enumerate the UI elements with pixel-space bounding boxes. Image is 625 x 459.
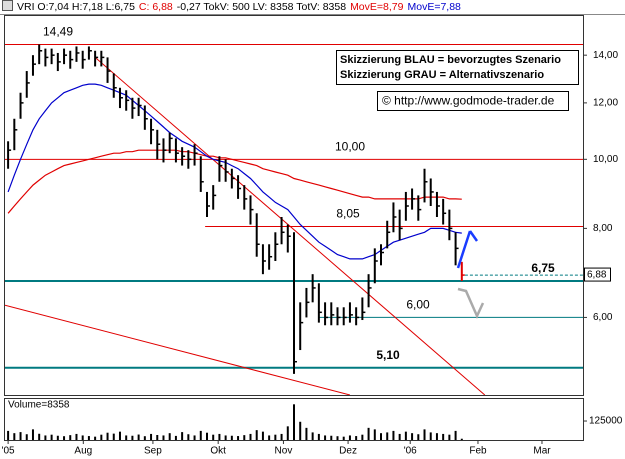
level-label: 5,10 — [376, 348, 400, 362]
volume-panel — [4, 398, 584, 441]
y-tick-label: 6,00 — [593, 312, 613, 323]
current-box — [584, 267, 611, 282]
scenario-blue — [456, 230, 472, 269]
header-item: VRI O:7,04 H:7,18 L:6,75 — [17, 1, 135, 13]
level-label: 6,75 — [531, 261, 555, 275]
legend-line: Skizzierung GRAU = Alternativszenario — [340, 69, 544, 81]
legend-frame — [336, 50, 579, 85]
header-item: -0,27 TokV: 500 LV: 8358 TotV: 8358 — [176, 1, 347, 13]
scenario-gray — [457, 287, 485, 320]
legend-line: Skizzierung BLAU = bevorzugtes Szenario — [340, 54, 561, 66]
volume-label: Volume=8358 — [8, 400, 70, 411]
icon — [2, 0, 13, 11]
x-tick-label: '05 — [2, 446, 15, 457]
x-tick-label: Feb — [469, 446, 487, 457]
y-tick-label: 10,00 — [593, 154, 618, 165]
y-tick-label: 14,00 — [593, 50, 618, 61]
header-item: MovE=7,88 — [407, 1, 461, 13]
x-tick-label: '06 — [404, 446, 417, 457]
current-label: 6,88 — [587, 270, 607, 281]
level-label: 8,05 — [336, 207, 360, 221]
x-tick-label: Sep — [144, 446, 162, 457]
level-label: 10,00 — [335, 139, 365, 153]
level-label: 6,00 — [406, 298, 430, 312]
header-item: MovE=8,79 — [350, 1, 404, 13]
trendline — [5, 304, 351, 395]
scenario-blue-arrow — [468, 230, 479, 242]
copyright-frame — [377, 91, 569, 111]
volume-tick-label: 125000 — [589, 416, 623, 427]
header-item: C: 6,88 — [138, 1, 173, 13]
x-tick-label: Nov — [275, 446, 293, 457]
x-tick-label: Okt — [210, 446, 226, 457]
header: VRI O:7,04 H:7,18 L:6,75 C: 6,88 -0,27 Tok… — [0, 0, 625, 15]
y-tick-label: 12,00 — [593, 98, 618, 109]
copyright: © http://www.godmode-trader.de — [382, 94, 555, 108]
legend-box: Skizzierung BLAU = bevorzugtes Szenario … — [336, 50, 579, 85]
moving-average — [7, 149, 462, 214]
x-tick-label: Dez — [339, 446, 357, 457]
x-tick-label: Aug — [74, 446, 92, 457]
plot-area — [5, 44, 583, 395]
price-panel — [4, 15, 584, 396]
trendline — [94, 57, 486, 395]
x-tick-label: Mar — [533, 446, 551, 457]
moving-average — [7, 83, 462, 260]
level-label: 14,49 — [43, 25, 73, 39]
y-tick-label: 8,00 — [593, 223, 613, 234]
